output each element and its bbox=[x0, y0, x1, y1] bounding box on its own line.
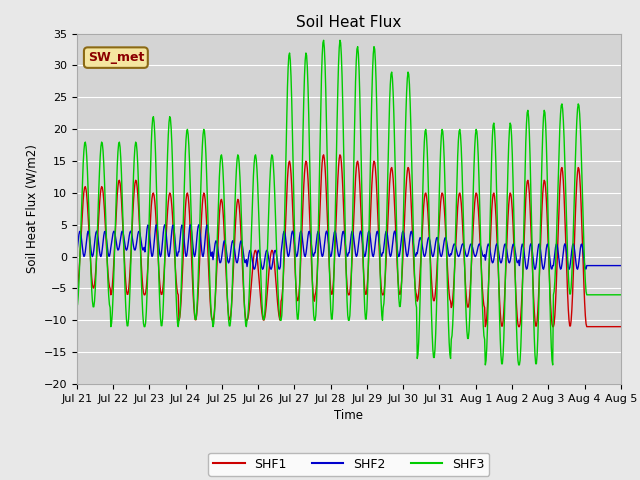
SHF1 bbox=[237, 224, 244, 230]
SHF1 bbox=[617, 324, 625, 330]
SHF2 bbox=[437, 253, 445, 259]
SHF3 bbox=[617, 292, 625, 298]
SHF2 bbox=[265, 258, 273, 264]
SHF1 bbox=[320, 152, 328, 158]
SHF2 bbox=[237, 238, 245, 244]
SHF1 bbox=[436, 209, 444, 215]
Text: SW_met: SW_met bbox=[88, 51, 144, 64]
SHF3 bbox=[481, 362, 489, 368]
X-axis label: Time: Time bbox=[334, 409, 364, 422]
Legend: SHF1, SHF2, SHF3: SHF1, SHF2, SHF3 bbox=[209, 453, 489, 476]
SHF1 bbox=[73, 286, 81, 291]
Y-axis label: Soil Heat Flux (W/m2): Soil Heat Flux (W/m2) bbox=[25, 144, 38, 273]
SHF1 bbox=[481, 324, 489, 330]
SHF2 bbox=[406, 233, 414, 239]
SHF3 bbox=[436, 167, 444, 173]
Line: SHF1: SHF1 bbox=[77, 155, 621, 327]
SHF2 bbox=[73, 250, 81, 256]
SHF2 bbox=[137, 235, 145, 240]
SHF3 bbox=[237, 192, 244, 197]
Line: SHF3: SHF3 bbox=[77, 40, 621, 365]
SHF2 bbox=[285, 249, 293, 254]
SHF3 bbox=[406, 82, 413, 87]
SHF2 bbox=[617, 263, 625, 268]
SHF2 bbox=[259, 266, 266, 272]
SHF3 bbox=[264, 243, 271, 249]
SHF1 bbox=[264, 286, 271, 292]
SHF3 bbox=[284, 64, 292, 70]
SHF1 bbox=[137, 248, 145, 253]
SHF1 bbox=[284, 166, 292, 171]
SHF3 bbox=[73, 305, 81, 311]
SHF3 bbox=[137, 253, 145, 259]
Title: Soil Heat Flux: Soil Heat Flux bbox=[296, 15, 401, 30]
Line: SHF2: SHF2 bbox=[77, 225, 621, 269]
SHF3 bbox=[320, 37, 328, 43]
SHF1 bbox=[406, 171, 413, 177]
SHF2 bbox=[161, 222, 168, 228]
